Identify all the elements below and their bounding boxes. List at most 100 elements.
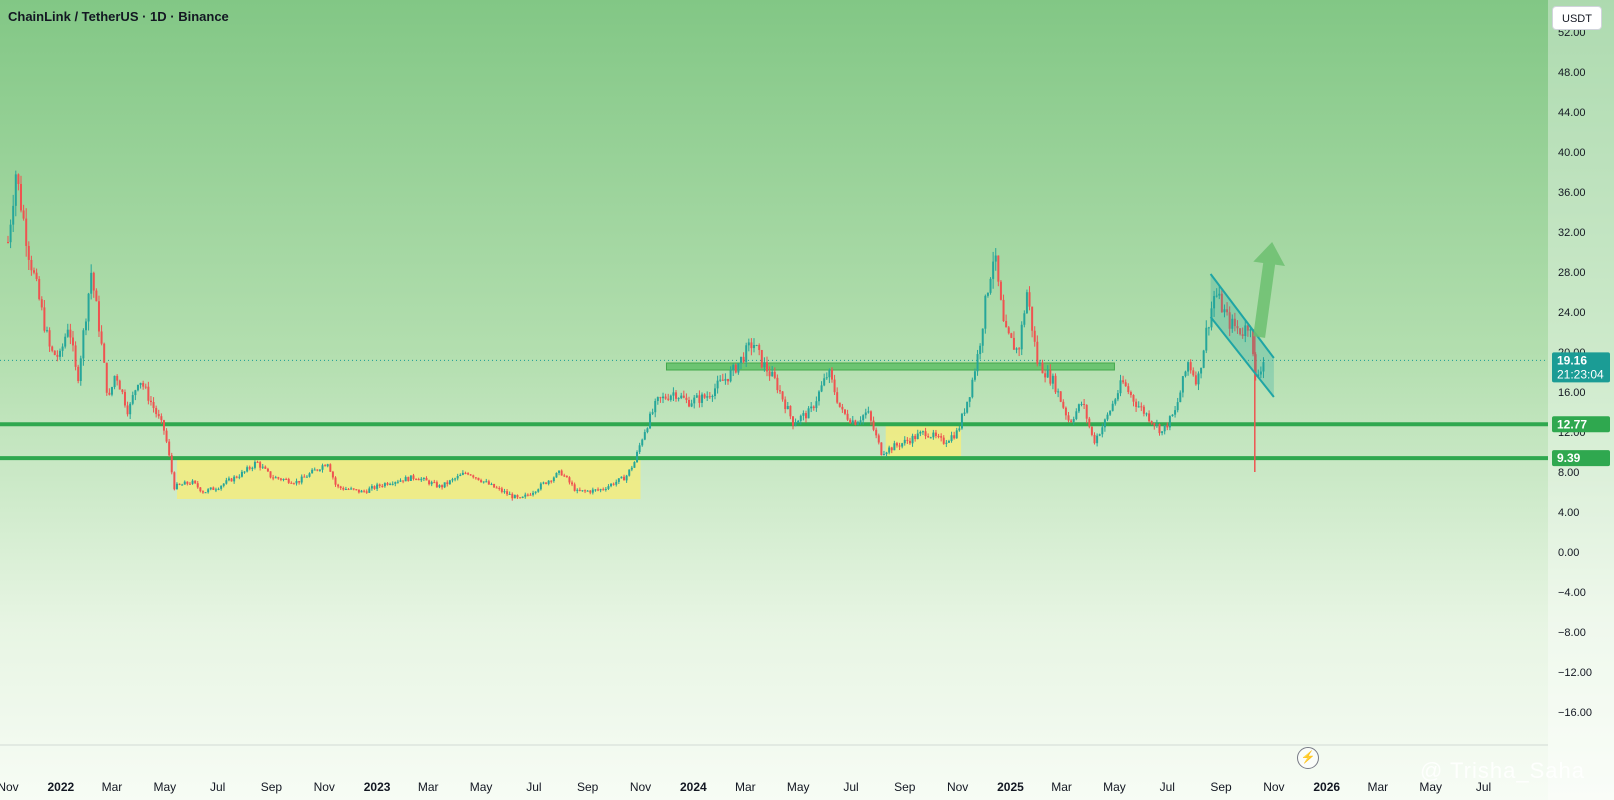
- candle-body: [1262, 362, 1265, 372]
- x-tick-label: 2023: [364, 780, 391, 794]
- candle-body: [448, 480, 451, 485]
- candle-body: [617, 478, 620, 482]
- candle-body: [1249, 329, 1252, 331]
- candle-body: [191, 480, 194, 484]
- candle-body: [742, 356, 745, 362]
- candle-body: [1025, 292, 1028, 314]
- candle-body: [636, 451, 639, 463]
- candle-body: [412, 475, 415, 479]
- candle-body: [812, 406, 815, 409]
- candle-body: [482, 481, 485, 483]
- candle-body: [521, 496, 524, 498]
- breakout-arrow[interactable]: [1253, 242, 1285, 338]
- candle-body: [794, 422, 797, 426]
- channel-lower-line[interactable]: [1209, 316, 1275, 398]
- candle-body: [675, 392, 678, 399]
- candle-body: [381, 485, 384, 487]
- candle-body: [1259, 371, 1262, 375]
- candle-body: [350, 488, 353, 490]
- candle-body: [1145, 413, 1148, 415]
- candle-body: [433, 482, 436, 484]
- candle-body: [869, 411, 872, 421]
- candle-body: [1153, 423, 1156, 426]
- candle-body: [175, 483, 178, 490]
- candle-body: [474, 477, 477, 479]
- lightning-icon[interactable]: ⚡: [1297, 747, 1319, 769]
- candle-body: [984, 295, 987, 329]
- candle-body: [134, 390, 137, 396]
- candle-body: [363, 490, 366, 492]
- candle-body: [183, 481, 186, 485]
- channel-upper-line[interactable]: [1209, 273, 1275, 359]
- candle-body: [937, 436, 940, 438]
- support-price-badge-text: 9.39: [1557, 451, 1581, 465]
- x-tick-label: Nov: [314, 780, 335, 794]
- channel-fill[interactable]: [1210, 274, 1274, 397]
- candle-body: [386, 483, 389, 485]
- currency-button[interactable]: USDT: [1552, 6, 1602, 30]
- candle-body: [940, 436, 943, 438]
- candle-body: [960, 413, 963, 429]
- candle-body: [1114, 399, 1117, 404]
- candle-body: [895, 443, 898, 446]
- resistance-zone[interactable]: [665, 362, 1115, 371]
- candle-body: [12, 205, 15, 225]
- candle-body: [555, 472, 558, 478]
- candle-body: [1215, 295, 1218, 297]
- candle-body: [1010, 333, 1013, 338]
- candle-body: [924, 431, 927, 437]
- candle-body: [997, 255, 1000, 282]
- candle-body: [1057, 391, 1060, 393]
- last-price-badge[interactable]: [1552, 352, 1610, 383]
- price-axis-panel[interactable]: [1548, 0, 1614, 800]
- candle-body: [264, 466, 267, 469]
- candle-body: [716, 380, 719, 389]
- candle-body: [357, 489, 360, 493]
- candle-body: [1220, 293, 1223, 313]
- candle-body: [846, 413, 849, 420]
- candle-body: [799, 415, 802, 421]
- candle-body: [142, 382, 145, 387]
- candle-body: [1187, 362, 1190, 372]
- candle-body: [885, 452, 888, 455]
- candle-body: [1181, 376, 1184, 393]
- candle-body: [1207, 327, 1210, 329]
- candle-body: [932, 432, 935, 438]
- candle-body: [430, 482, 433, 485]
- candle-body: [643, 432, 646, 440]
- candle-body: [95, 290, 98, 302]
- candle-body: [35, 272, 38, 280]
- support-price-badge[interactable]: [1552, 450, 1610, 467]
- support-price-badge[interactable]: [1552, 416, 1610, 433]
- candle-body: [786, 405, 789, 410]
- candle-body: [1189, 362, 1192, 371]
- candle-body: [526, 494, 529, 496]
- candle-body: [804, 413, 807, 419]
- candle-body: [506, 491, 509, 495]
- candle-body: [693, 397, 696, 404]
- candle-body: [589, 490, 592, 493]
- candle-body: [157, 414, 160, 417]
- candle-body: [547, 480, 550, 484]
- candle-body: [43, 307, 46, 331]
- candle-body: [778, 390, 781, 392]
- candle-body: [1059, 391, 1062, 402]
- candle-body: [1197, 373, 1200, 385]
- x-tick-label: Nov: [1263, 780, 1284, 794]
- candle-body: [929, 437, 932, 439]
- candle-body: [355, 489, 358, 491]
- candle-body: [493, 483, 496, 488]
- y-tick-label: 44.00: [1558, 107, 1586, 119]
- x-tick-label: 2024: [680, 780, 707, 794]
- candle-body: [1093, 434, 1096, 444]
- candle-body: [903, 439, 906, 444]
- candle-body: [1239, 328, 1242, 335]
- candle-body: [638, 445, 641, 452]
- candle-body: [656, 397, 659, 402]
- candle-body: [963, 412, 966, 414]
- candle-body: [532, 492, 535, 495]
- candle-body: [602, 489, 605, 491]
- candle-body: [1257, 374, 1260, 377]
